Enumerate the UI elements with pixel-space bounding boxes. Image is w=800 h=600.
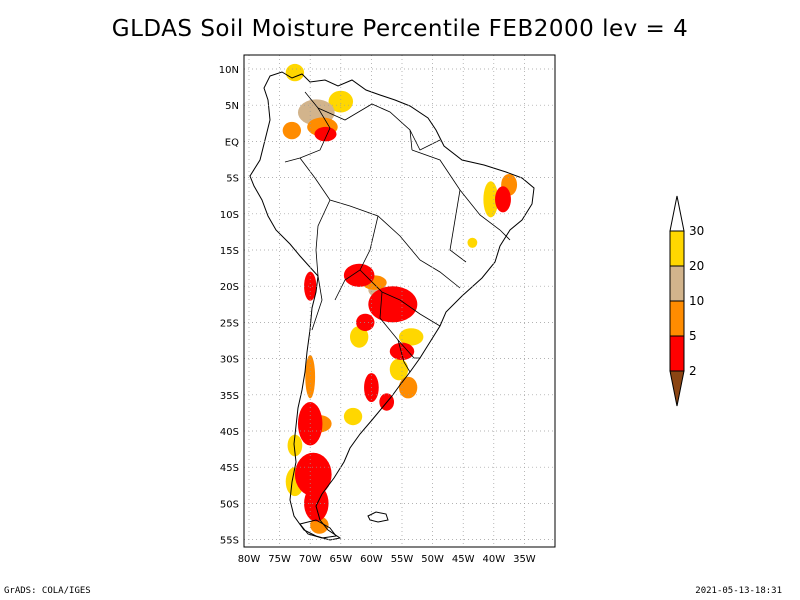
colorbar-segment: [669, 300, 685, 337]
longitude-tick-labels: 80W 75W 70W 65W 60W 55W 50W 45W 40W 35W: [238, 554, 536, 565]
lon-tick-label: 75W: [268, 554, 291, 565]
lon-tick-label: 80W: [238, 554, 261, 565]
south-america-coastline: [249, 71, 535, 541]
lat-tick-label: 55S: [220, 536, 239, 547]
percentile-region-5-10: [282, 121, 302, 140]
country-borders: [284, 91, 511, 373]
percentile-region-20-30: [343, 407, 363, 426]
percentile-region-20-30: [287, 434, 303, 457]
lat-tick-label: EQ: [225, 137, 239, 148]
lat-tick-label: 10S: [220, 210, 239, 221]
lat-tick-label: 35S: [220, 391, 239, 402]
grads-credit: GrADS: COLA/IGES: [4, 586, 91, 596]
colorbar-bottom-arrow: [669, 370, 685, 407]
percentile-region-2-5: [304, 271, 317, 301]
lon-tick-label: 35W: [513, 554, 536, 565]
tierra-del-fuego-outline: [299, 519, 337, 539]
falkland-islands-outline: [367, 511, 389, 523]
colorbar-label: 20: [689, 259, 704, 273]
lat-tick-label: 40S: [220, 427, 239, 438]
lon-tick-label: 50W: [421, 554, 444, 565]
lon-tick-label: 40W: [482, 554, 505, 565]
lon-tick-label: 45W: [452, 554, 475, 565]
lon-tick-label: 70W: [299, 554, 322, 565]
percentile-region-2-5: [368, 286, 418, 323]
lat-tick-label: 5N: [225, 101, 239, 112]
continent-outline: [249, 71, 535, 541]
colorbar-label: 2: [689, 364, 697, 378]
lat-tick-label: 20S: [220, 282, 239, 293]
colorbar-segment: [669, 230, 685, 267]
lon-tick-label: 60W: [360, 554, 383, 565]
percentile-region-20-30: [328, 90, 354, 113]
percentile-region-2-5: [495, 186, 511, 213]
colorbar-label: 5: [689, 329, 697, 343]
timestamp: 2021-05-13-18:31: [695, 586, 782, 596]
percentile-region-20-30: [389, 358, 409, 381]
map-title: GLDAS Soil Moisture Percentile FEB2000 l…: [111, 16, 689, 42]
lat-tick-label: 10N: [219, 65, 239, 76]
lat-tick-label: 30S: [220, 355, 239, 366]
latitude-tick-labels: 10N 5N EQ 5S 10S 15S 20S 25S 30S 35S 40S 45S 50S 55S: [219, 65, 239, 547]
percentile-region-2-5: [314, 126, 337, 142]
percentile-region-2-5: [294, 452, 332, 497]
colorbar-segment: [669, 335, 685, 372]
percentile-regions: [282, 63, 518, 534]
colorbar-segment: [669, 265, 685, 302]
colorbar-top-arrow: [669, 195, 685, 232]
plot-frame: [243, 54, 556, 548]
lat-tick-label: 15S: [220, 246, 239, 257]
colorbar: 30 20 10 5 2: [669, 195, 704, 407]
lon-tick-label: 55W: [391, 554, 414, 565]
percentile-region-20-30: [398, 328, 424, 346]
lat-tick-label: 45S: [220, 463, 239, 474]
percentile-region-2-5: [343, 263, 375, 287]
lat-tick-label: 25S: [220, 318, 239, 329]
percentile-region-5-10: [305, 354, 316, 399]
colorbar-label: 30: [689, 224, 704, 238]
lat-tick-label: 50S: [220, 499, 239, 510]
percentile-region-2-5: [356, 313, 375, 332]
percentile-region-20-30: [285, 63, 305, 82]
percentile-region-5-10: [398, 376, 418, 399]
colorbar-label: 10: [689, 294, 704, 308]
percentile-region-20-30: [467, 237, 478, 248]
percentile-region-20-30: [483, 181, 499, 218]
lat-tick-label: 5S: [226, 174, 239, 185]
lon-tick-label: 65W: [329, 554, 352, 565]
percentile-region-20-30: [349, 326, 369, 348]
